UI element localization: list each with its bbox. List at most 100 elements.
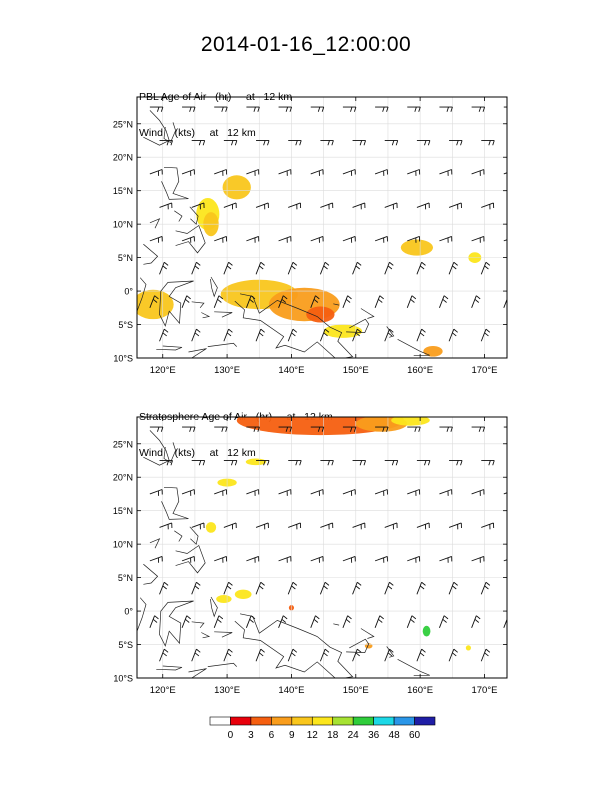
wind-barb (449, 140, 463, 146)
wind-barb (384, 522, 398, 530)
wind-barb (245, 295, 256, 308)
wind-barb (352, 522, 366, 530)
wind-barb (384, 202, 398, 210)
age-patch (400, 239, 434, 256)
wind-barb (384, 581, 394, 595)
wind-barb (246, 489, 260, 496)
wind-barb (352, 202, 366, 210)
pbl-age-map: 120°E 130°E 140°E 150°E 160°E 170°E 10°S 5°S 0° 5… (113, 96, 526, 376)
wind-barb (310, 295, 320, 308)
plot-area (137, 417, 526, 678)
wind-barb (416, 140, 431, 146)
wind-barb (223, 648, 233, 662)
wind-barb (407, 556, 421, 563)
coastline (175, 224, 206, 254)
colorbar-swatch (332, 716, 354, 726)
wind-barb (214, 489, 228, 496)
wind-barb (374, 236, 388, 243)
colorbar-label: 60 (409, 730, 421, 741)
wind-barb (278, 556, 292, 563)
coastline (156, 345, 183, 351)
wind-barb (513, 582, 522, 594)
wind-barb (288, 522, 302, 530)
wind-barb (255, 648, 265, 662)
wind-barb (406, 295, 417, 308)
wind-barb (214, 169, 228, 176)
wind-barb (407, 426, 421, 432)
wind-barb (374, 489, 388, 496)
wind-barb (149, 489, 163, 496)
wind-barb (288, 460, 302, 466)
wind-barb (320, 202, 334, 210)
wind-barb (342, 426, 357, 432)
coastline (360, 628, 375, 639)
wind-barb (448, 522, 462, 530)
colorbar-label: 24 (348, 730, 360, 741)
wind-barb (287, 648, 298, 662)
coastline (189, 526, 199, 545)
wind-barb (471, 615, 481, 628)
wind-barb (374, 556, 388, 563)
wind-barb (182, 106, 196, 112)
wind-barb (471, 295, 481, 308)
wind-barb (223, 581, 233, 595)
wind-barb (278, 615, 288, 628)
wind-barb (352, 140, 366, 146)
colorbar-label: 18 (327, 730, 339, 741)
wind-barb (342, 556, 356, 563)
wind-barb (503, 559, 507, 562)
wind-barb (352, 460, 366, 466)
wind-barb (278, 169, 292, 176)
colorbar-label: 6 (269, 730, 275, 741)
wind-barb (223, 261, 233, 275)
wind-barb (448, 648, 458, 662)
wind-barb (503, 426, 507, 428)
wind-barb (384, 648, 394, 662)
wind-barb (159, 202, 173, 210)
wind-barb (439, 489, 453, 496)
y-tick-label: 15°N (113, 506, 133, 516)
wind-barb (320, 460, 334, 466)
age-patch (423, 345, 443, 357)
wind-barb (503, 172, 507, 175)
age-patch (216, 595, 232, 604)
colorbar-swatch (230, 716, 252, 726)
wind-barb (416, 202, 430, 210)
wind-barb (448, 581, 458, 595)
wind-barb (319, 648, 330, 662)
wind-barb (191, 140, 206, 146)
colorbar-swatch (250, 716, 272, 726)
wind-barb (255, 328, 265, 342)
age-patch (234, 589, 252, 600)
age-patch (137, 289, 174, 320)
coastline (143, 563, 159, 585)
x-tick-label: 140°E (278, 365, 304, 376)
wind-barb (246, 556, 260, 563)
wind-barb (320, 140, 334, 146)
colorbar-label: 36 (368, 730, 380, 741)
coastline (346, 318, 370, 333)
wind-barb (513, 141, 526, 146)
wind-barb (503, 298, 507, 308)
wind-barb (223, 522, 237, 530)
coastline (149, 538, 161, 549)
wind-barb (246, 106, 260, 112)
wind-barb (503, 239, 507, 242)
wind-barb (310, 236, 324, 243)
wind-barb (503, 492, 507, 495)
wind-barb (149, 426, 164, 432)
wind-barb (471, 169, 485, 176)
wind-barb (159, 328, 169, 342)
wind-barb (439, 556, 453, 563)
wind-barb (255, 261, 265, 275)
x-tick-label: 120°E (150, 685, 176, 696)
wind-barb (278, 236, 292, 243)
wind-barb (407, 169, 421, 176)
wind-barb (513, 461, 526, 466)
x-tick-label: 120°E (150, 365, 176, 376)
wind-barb (416, 581, 426, 595)
coastline (143, 430, 170, 466)
panel1-title-line2: Wind (kts) at 12 km (139, 127, 256, 139)
y-tick-label: 5°S (118, 320, 133, 330)
